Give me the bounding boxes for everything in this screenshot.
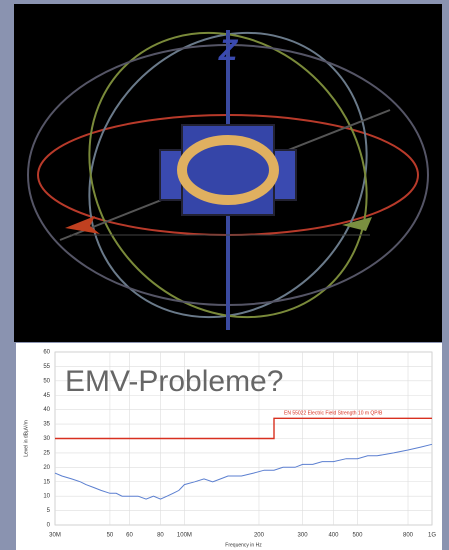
y-tick-label: 40 — [43, 407, 50, 413]
x-tick-label: 30M — [49, 533, 61, 539]
limit-label: EN 55022 Electric Field Strength 10 m QP… — [284, 411, 383, 417]
y-tick-label: 50 — [43, 378, 50, 384]
svg-text:Z: Z — [218, 34, 239, 67]
x-tick-label: 60 — [126, 533, 133, 539]
y-tick-label: 30 — [43, 436, 50, 442]
chart-title: EMV-Probleme? — [65, 365, 283, 398]
y-tick-label: 60 — [43, 350, 50, 356]
y-tick-label: 20 — [43, 465, 50, 471]
y-tick-label: 55 — [43, 364, 50, 370]
page: Z 05101520253035404550556030M506080100M2… — [0, 0, 449, 550]
x-tick-label: 1G — [428, 533, 436, 539]
x-tick-label: 400 — [328, 533, 339, 539]
x-tick-label: 800 — [403, 533, 414, 539]
x-tick-label: 50 — [107, 533, 114, 539]
y-tick-label: 45 — [43, 393, 50, 399]
x-tick-label: 100M — [177, 533, 192, 539]
y-axis-label: Level in dBµV/m — [23, 420, 29, 457]
x-axis-label: Frequency in Hz — [225, 542, 262, 548]
x-tick-label: 80 — [157, 533, 164, 539]
x-tick-label: 200 — [254, 533, 265, 539]
x-tick-label: 500 — [352, 533, 363, 539]
y-tick-label: 35 — [43, 422, 50, 428]
y-tick-label: 25 — [43, 450, 50, 456]
x-tick-label: 300 — [298, 533, 309, 539]
y-tick-label: 10 — [43, 494, 50, 500]
y-tick-label: 15 — [43, 479, 50, 485]
